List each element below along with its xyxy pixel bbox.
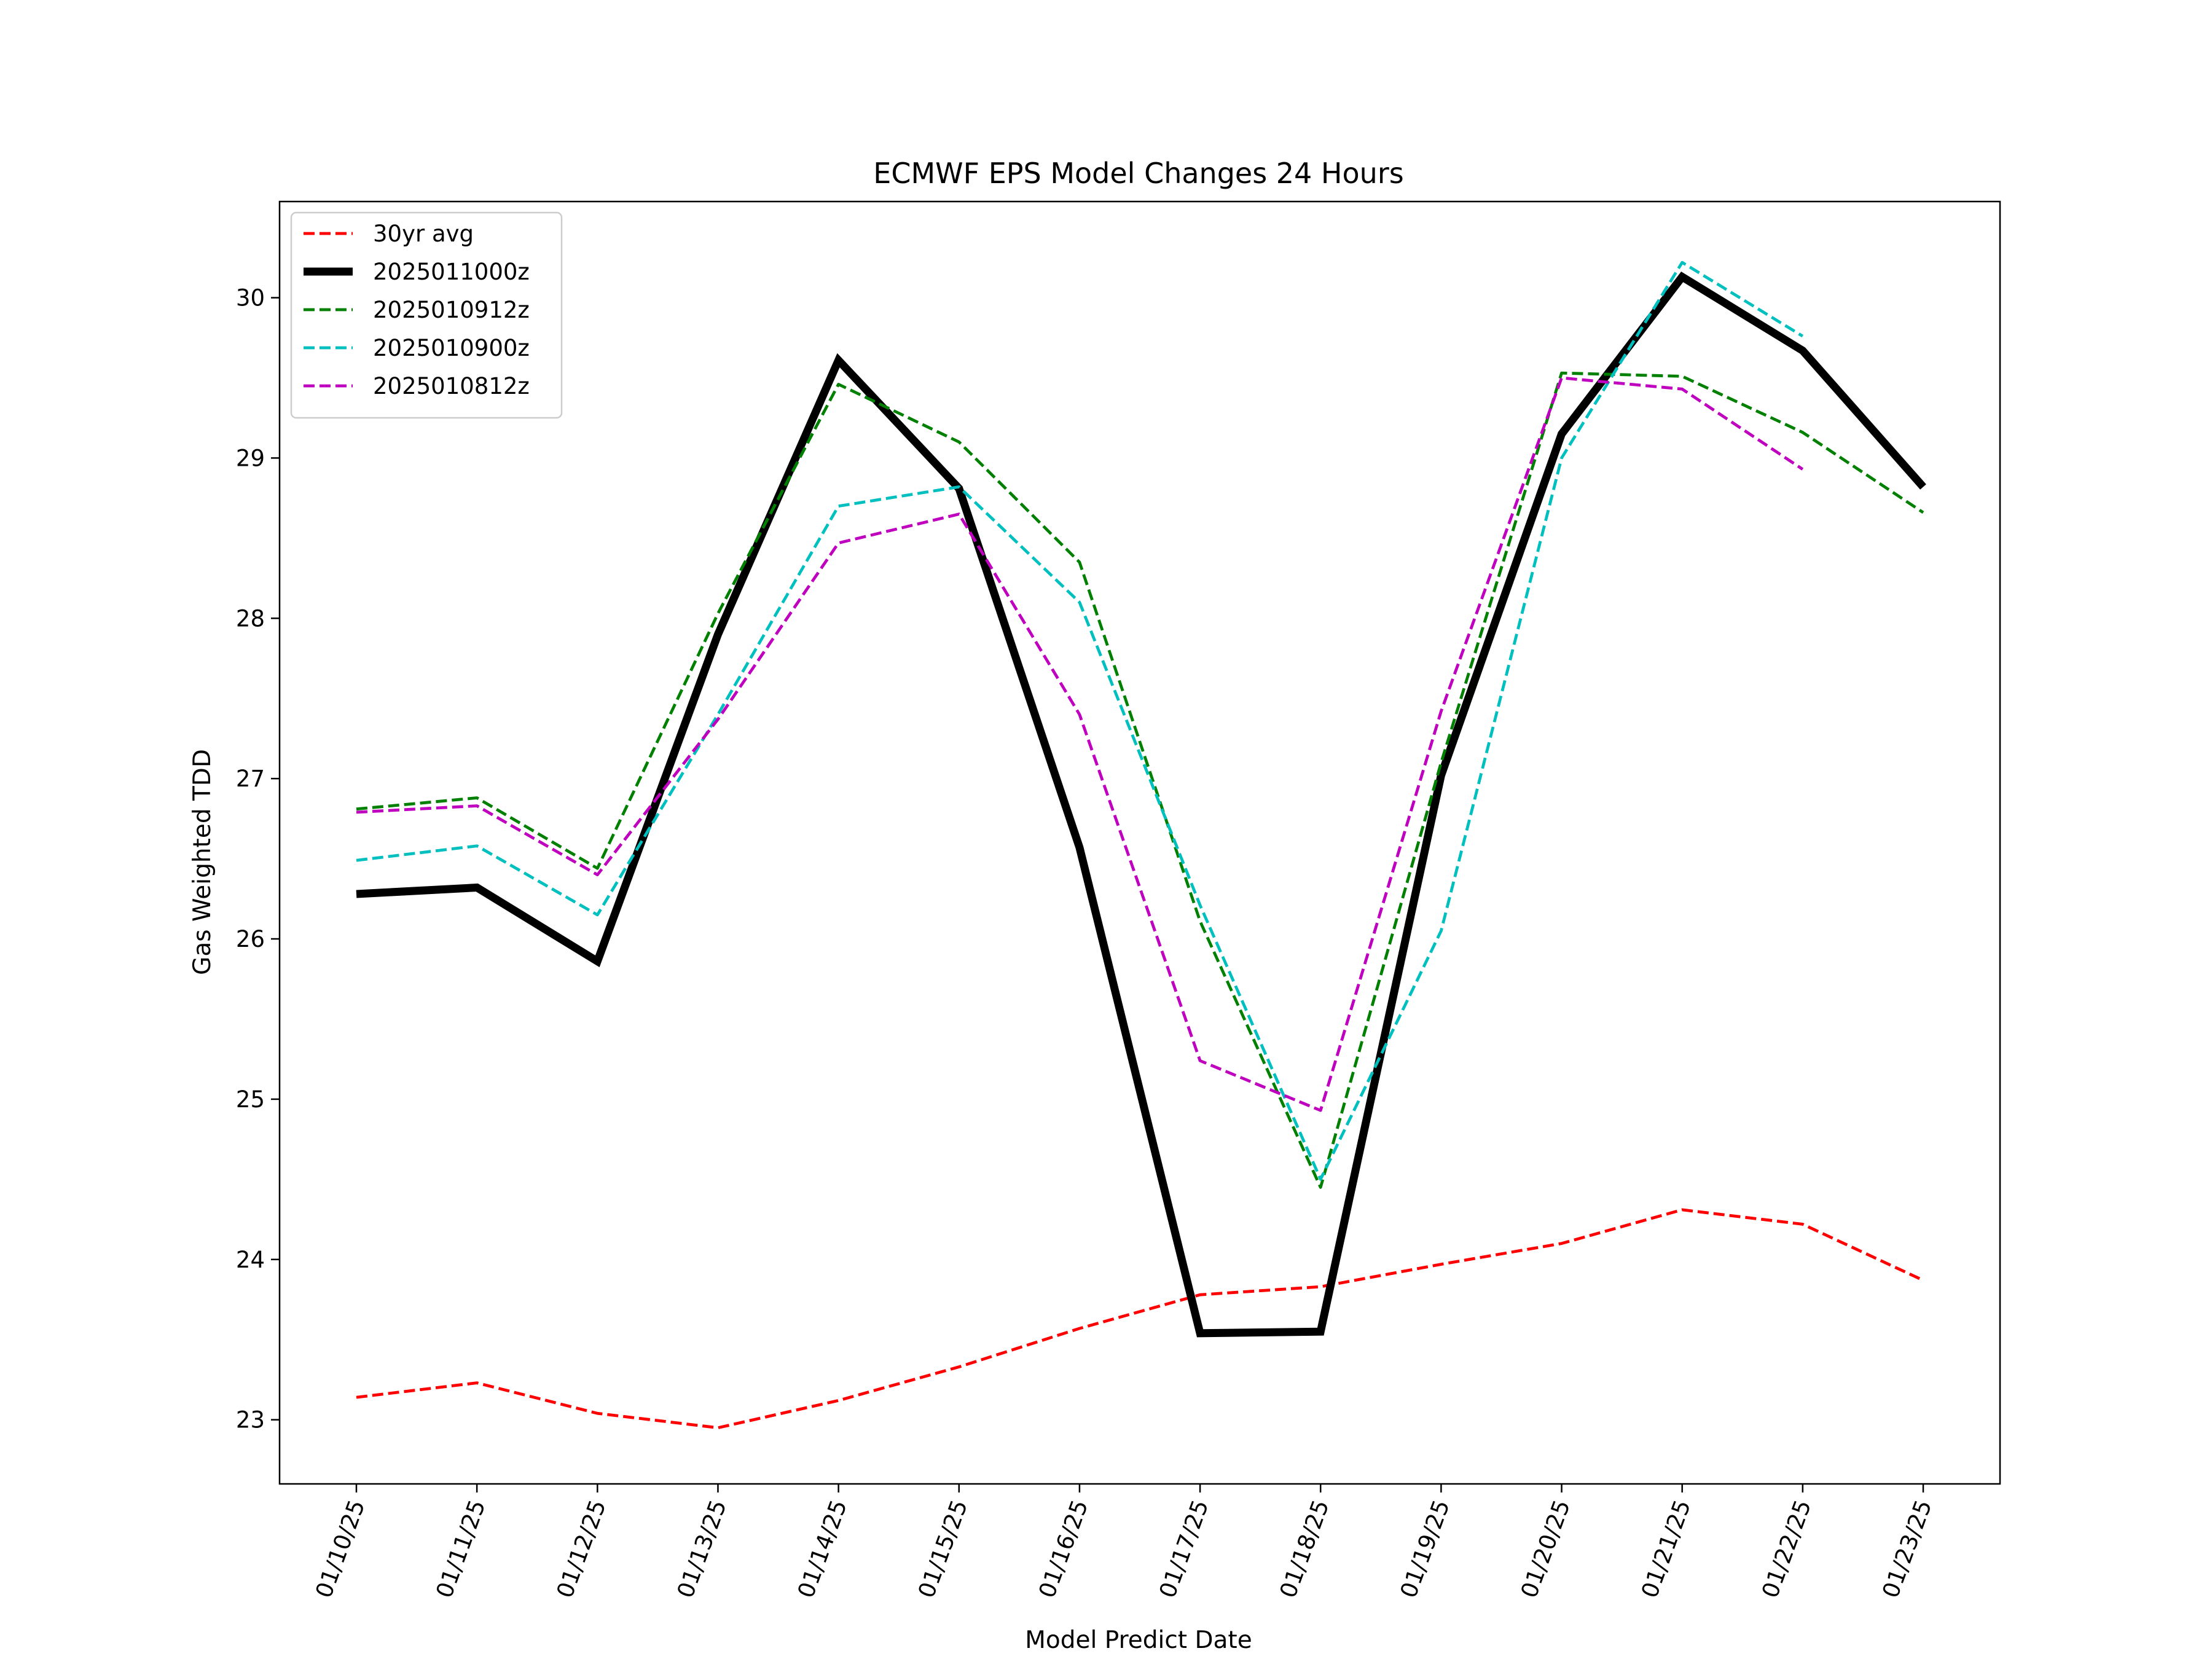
legend-label-2: 2025010912z (373, 297, 530, 323)
legend: 30yr avg 2025011000z 2025010912z 2025010900… (290, 211, 563, 419)
legend-label-4: 2025010812z (373, 373, 530, 399)
y-tick-label: 26 (236, 926, 265, 952)
series-line-2 (356, 371, 1924, 1189)
series-line-1 (356, 272, 1926, 1338)
plot-frame (278, 200, 2001, 1485)
legend-label-0: 30yr avg (373, 221, 474, 247)
series-layer (356, 261, 1926, 1430)
y-axis-title: Gas Weighted TDD (189, 749, 216, 975)
legend-label-1: 2025011000z (373, 259, 530, 285)
y-tick-label: 30 (236, 285, 265, 312)
y-tick-label: 23 (236, 1407, 265, 1433)
legend-label-3: 2025010900z (373, 335, 530, 361)
y-tick-label: 25 (236, 1086, 265, 1113)
x-axis-title: Model Predict Date (1025, 1626, 1252, 1654)
y-tick-label: 29 (236, 445, 265, 471)
y-tick-label: 27 (236, 766, 265, 792)
chart-title: ECMWF EPS Model Changes 24 Hours (873, 157, 1403, 190)
y-tick-label: 24 (236, 1247, 265, 1273)
y-tick-label: 28 (236, 605, 265, 632)
series-line-0 (356, 1208, 1924, 1430)
legend-box (290, 211, 563, 419)
series-line-3 (356, 261, 1804, 1181)
series-line-4 (356, 376, 1804, 1112)
